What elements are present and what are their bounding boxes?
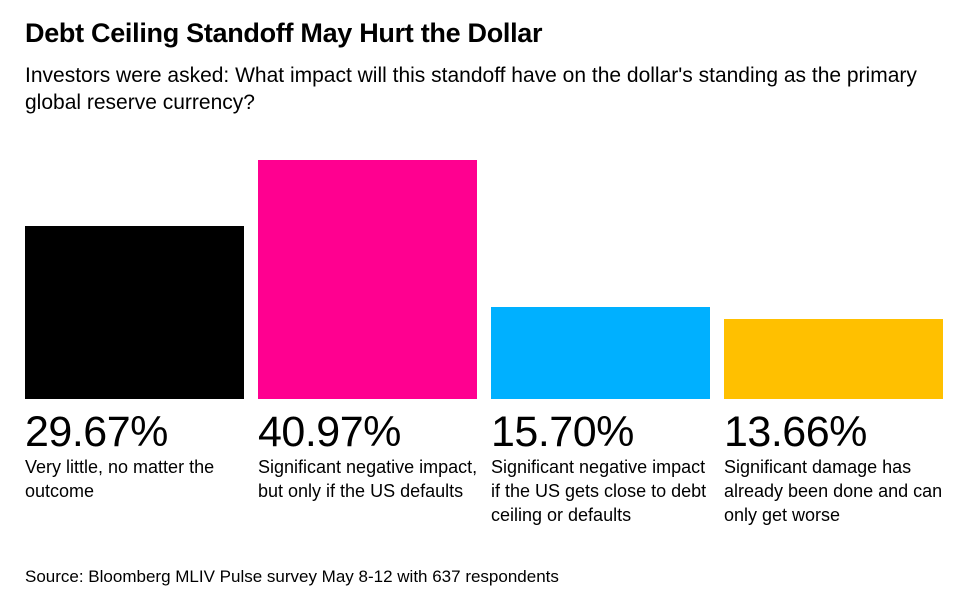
bar — [491, 307, 710, 399]
value-label: 40.97% — [258, 408, 401, 456]
bar — [25, 225, 244, 399]
bar — [724, 319, 943, 399]
source-note: Source: Bloomberg MLIV Pulse survey May … — [25, 567, 559, 586]
category-label: Very little, no matter the outcome — [25, 457, 215, 501]
value-label: 15.70% — [491, 408, 634, 456]
chart-title: Debt Ceiling Standoff May Hurt the Dolla… — [25, 18, 543, 48]
value-label: 29.67% — [25, 408, 168, 456]
bar — [258, 160, 477, 399]
value-label: 13.66% — [724, 408, 867, 456]
category-label: Significant negative impact if the US ge… — [491, 457, 707, 525]
category-label: Significant damage has already been done… — [724, 457, 943, 525]
category-label: Significant negative impact, but only if… — [258, 457, 478, 501]
chart-subtitle: Investors were asked: What impact will t… — [25, 64, 917, 114]
